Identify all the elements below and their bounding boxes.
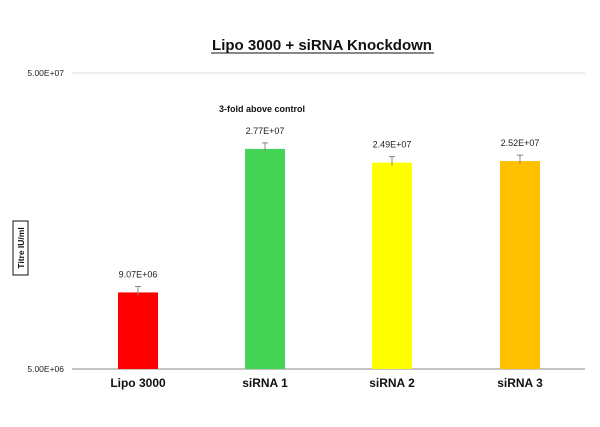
annotation-text: 3-fold above control — [219, 104, 305, 114]
chart-title: Lipo 3000 + siRNA Knockdown — [212, 37, 432, 54]
category-label-4: siRNA 3 — [497, 376, 543, 390]
error-bar-4 — [517, 154, 523, 165]
bar-2 — [245, 148, 285, 369]
y-tick-label-top: 5.00E+07 — [27, 68, 64, 78]
data-label-3: 2.49E+07 — [373, 140, 412, 150]
bar-3 — [372, 162, 412, 369]
bars-group: 9.07E+06 Lipo 3000 2.77E+07 siRNA 1 2.49E+07… — [110, 126, 543, 390]
category-label-3: siRNA 2 — [369, 376, 415, 390]
bar-1 — [118, 292, 158, 369]
category-label-1: Lipo 3000 — [110, 376, 166, 390]
error-bar-2 — [262, 142, 268, 152]
data-label-1: 9.07E+06 — [119, 269, 158, 279]
bar-4 — [500, 161, 540, 369]
y-tick-label-bottom: 5.00E+06 — [27, 364, 64, 374]
category-label-2: siRNA 1 — [242, 376, 288, 390]
data-label-4: 2.52E+07 — [501, 138, 540, 148]
y-axis-label: Titre IU/ml — [16, 227, 26, 268]
data-label-2: 2.77E+07 — [246, 126, 285, 136]
error-bar-3 — [389, 156, 395, 166]
y-axis-label-box — [12, 220, 29, 276]
error-bar-1 — [135, 285, 141, 296]
